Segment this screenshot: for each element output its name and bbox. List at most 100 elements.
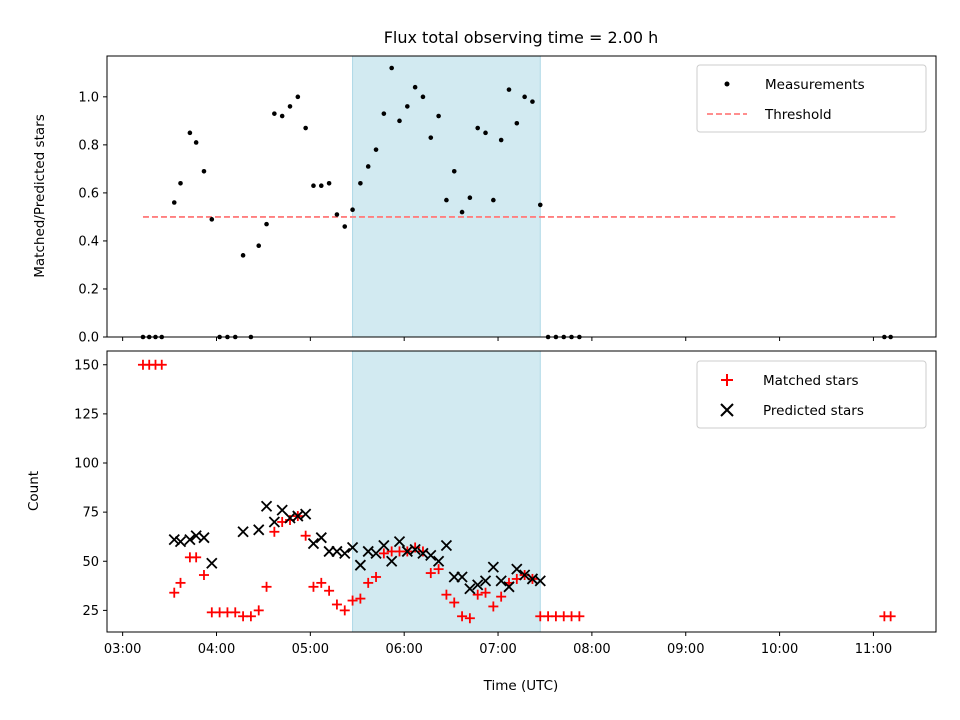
- top-axes-frame: [106, 55, 937, 338]
- top-y-ticks: 0.0 0.2 0.4 0.6 0.8 1.0: [78, 90, 107, 346]
- measurement-point: [459, 209, 465, 215]
- measurement-point: [475, 125, 481, 131]
- top-y-axis-label: Matched/Predicted stars: [32, 114, 48, 277]
- y-tick-label: 0.4: [78, 234, 99, 249]
- predicted-star-point: [393, 535, 406, 548]
- bottom-legend-box: [696, 360, 927, 429]
- measurement-point: [264, 221, 269, 227]
- matched-star-point: [355, 593, 366, 604]
- matched-star-point: [371, 571, 382, 582]
- matched-star-point: [885, 611, 896, 622]
- legend-predicted-label: Predicted stars: [763, 403, 864, 419]
- y-tick-label: 125: [74, 407, 99, 422]
- matched-star-point: [496, 591, 507, 602]
- predicted-star-points: [168, 500, 546, 595]
- matched-star-point: [191, 552, 202, 563]
- measurement-point: [420, 94, 426, 100]
- measurement-point: [373, 147, 379, 152]
- predicted-star-point: [315, 532, 327, 544]
- measurement-point: [240, 253, 246, 258]
- matched-star-point: [488, 601, 499, 612]
- measurement-point: [483, 130, 488, 136]
- top-panel: Flux total observing time = 2.00 h 0.00.…: [32, 28, 937, 346]
- matched-star-point: [324, 585, 335, 596]
- measurement-point: [514, 120, 520, 126]
- top-legend-box: [696, 64, 927, 133]
- matched-star-point: [253, 605, 264, 616]
- predicted-star-point: [409, 543, 421, 556]
- predicted-star-point: [534, 575, 546, 587]
- x-tick-label: 04:00: [198, 642, 235, 657]
- legend-threshold-label: Threshold: [764, 107, 832, 123]
- predicted-star-point: [440, 539, 453, 552]
- legend-predicted-marker: [720, 403, 734, 417]
- top-x-ticks: [122, 337, 874, 341]
- measurement-point: [193, 140, 199, 145]
- x-tick-label: 08:00: [573, 642, 610, 657]
- predicted-star-point: [307, 537, 320, 550]
- predicted-star-point: [432, 555, 445, 567]
- bottom-y-ticks: 25 50 75 100 125 150: [74, 358, 107, 619]
- matched-star-point: [347, 595, 358, 606]
- matched-star-point: [269, 526, 280, 537]
- x-tick-label: 11:00: [855, 642, 892, 657]
- predicted-star-point: [464, 583, 476, 595]
- matched-star-point: [339, 605, 350, 616]
- measurement-point: [506, 87, 512, 92]
- y-tick-label: 100: [74, 457, 99, 472]
- predicted-star-point: [346, 541, 359, 554]
- measurement-point: [209, 217, 215, 222]
- predicted-star-point: [518, 569, 531, 581]
- measurement-point: [498, 137, 504, 143]
- y-tick-label: 0.0: [78, 331, 99, 346]
- matched-star-point: [308, 581, 319, 592]
- predicted-star-point: [198, 532, 210, 544]
- predicted-star-point: [300, 508, 312, 520]
- predicted-star-point: [495, 575, 507, 587]
- predicted-star-point: [503, 581, 515, 593]
- predicted-star-point: [253, 524, 265, 536]
- matched-star-point: [425, 568, 436, 579]
- y-tick-label: 1.0: [78, 90, 99, 105]
- matched-star-point: [169, 587, 180, 598]
- measurement-point: [358, 180, 363, 186]
- measurement-point: [365, 164, 371, 169]
- matched-star-point: [156, 359, 167, 370]
- matched-star-point: [464, 613, 475, 624]
- measurement-point: [350, 207, 355, 213]
- bottom-panel: 25 50 75 100 125 150 03:00 04:00 05:00 06:00 07:0…: [26, 350, 937, 694]
- matched-star-point: [457, 611, 468, 622]
- measurement-point: [334, 212, 340, 217]
- matched-star-point: [472, 589, 483, 600]
- measurement-point: [389, 65, 394, 71]
- legend-measurements-label: Measurements: [765, 77, 865, 93]
- y-tick-label: 0.8: [78, 138, 99, 153]
- measurement-point: [467, 195, 473, 201]
- matched-star-point: [245, 611, 256, 622]
- predicted-star-point: [168, 534, 180, 546]
- predicted-star-point: [237, 526, 249, 538]
- matched-star-point: [480, 587, 491, 598]
- matched-star-point: [261, 581, 272, 592]
- x-tick-label: 10:00: [761, 642, 798, 657]
- x-tick-label: 07:00: [479, 642, 516, 657]
- measurement-point: [522, 94, 527, 100]
- measurement-point: [451, 168, 457, 174]
- measurement-point: [491, 197, 496, 203]
- measurement-point: [272, 111, 277, 116]
- x-tick-label: 09:00: [667, 642, 704, 657]
- measurement-point: [397, 118, 402, 124]
- measurement-point: [178, 180, 183, 186]
- legend-matched-marker: [721, 374, 733, 386]
- matched-star-point: [198, 570, 209, 581]
- predicted-star-point: [339, 547, 351, 560]
- measurement-point: [201, 168, 207, 174]
- x-tick-label: 05:00: [292, 642, 329, 657]
- legend-measurements-marker: [724, 81, 730, 87]
- measurement-point: [303, 125, 308, 131]
- bottom-axes-frame: [106, 350, 937, 633]
- predicted-star-point: [260, 500, 273, 512]
- predicted-star-point: [206, 557, 218, 569]
- top-legend: Measurements Threshold: [696, 64, 927, 133]
